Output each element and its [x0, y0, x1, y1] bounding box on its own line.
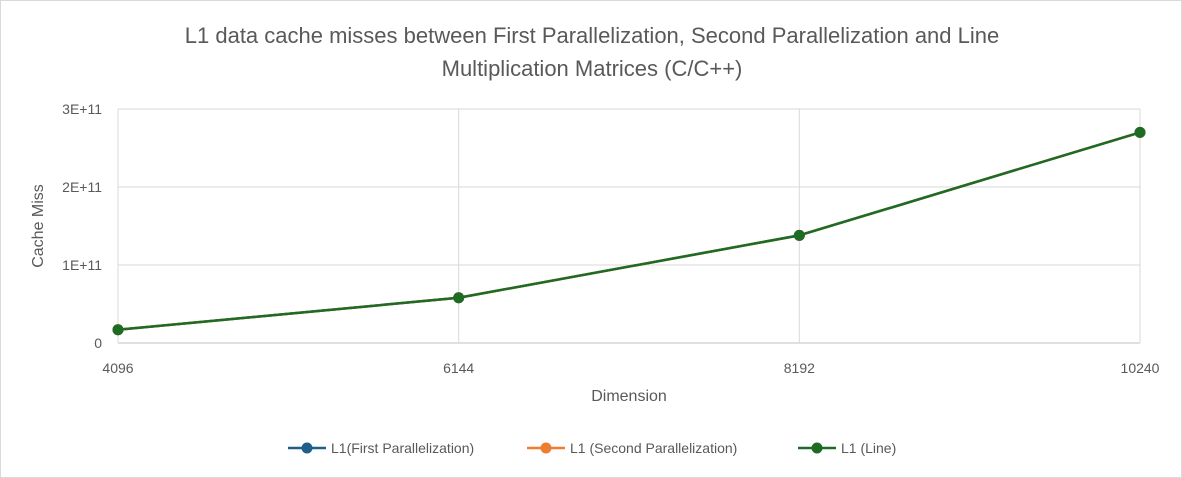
x-tick-label: 4096 [102, 360, 133, 376]
y-axis-ticks: 0 1E+11 2E+11 3E+11 [62, 101, 102, 351]
series-point [793, 229, 805, 241]
y-tick-label: 0 [94, 335, 102, 351]
series-line [117, 131, 1141, 331]
legend: L1(First Parallelization) L1 (Second Para… [288, 440, 896, 456]
series-point [112, 324, 124, 336]
series-line [117, 131, 1141, 331]
y-tick-label: 3E+11 [62, 101, 102, 117]
y-axis-title: Cache Miss [30, 184, 47, 268]
chart-title-line-1: L1 data cache misses between First Paral… [185, 23, 999, 48]
series-point [1134, 126, 1146, 138]
legend-marker [811, 442, 823, 454]
y-tick-label: 2E+11 [62, 179, 102, 195]
series-layer [112, 126, 1146, 336]
x-tick-label: 8192 [784, 360, 815, 376]
series-line [117, 131, 1141, 331]
x-tick-label: 10240 [1121, 360, 1160, 376]
x-tick-label: 6144 [443, 360, 474, 376]
y-tick-label: 1E+11 [62, 257, 102, 273]
chart-title-line-2: Multiplication Matrices (C/C++) [442, 56, 743, 81]
x-axis-ticks: 4096 6144 8192 10240 [102, 360, 1159, 376]
series-point [453, 292, 465, 304]
x-axis-title: Dimension [591, 388, 667, 405]
grid-lines [117, 108, 1141, 344]
legend-label: L1(First Parallelization) [331, 440, 474, 456]
legend-marker [301, 442, 313, 454]
legend-marker [540, 442, 552, 454]
legend-label: L1 (Line) [841, 440, 896, 456]
legend-label: L1 (Second Parallelization) [570, 440, 737, 456]
